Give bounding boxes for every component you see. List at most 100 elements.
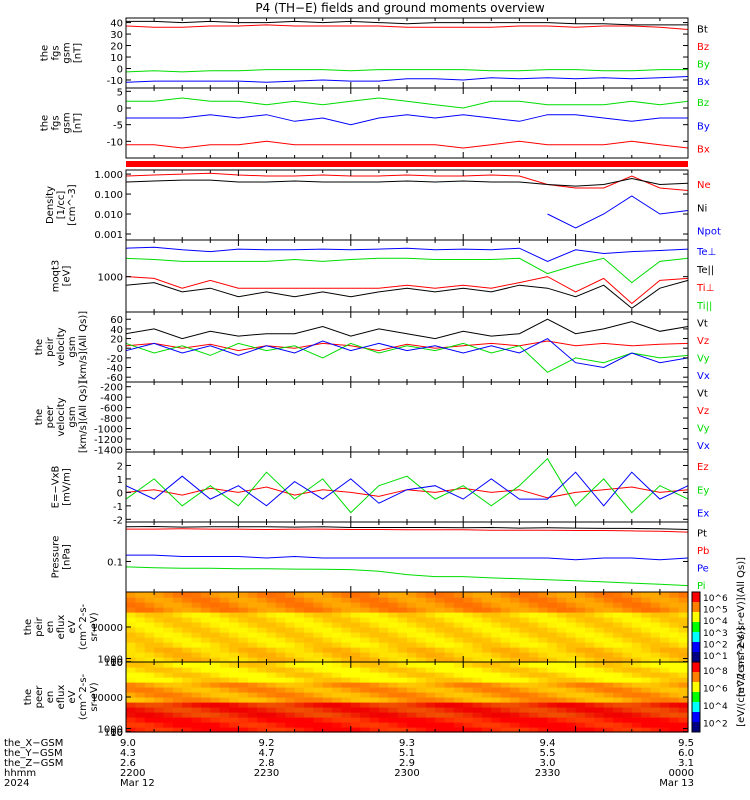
spectrogram-cell [435,682,446,688]
spectrogram-cell [247,712,258,718]
spectrogram-cell [425,592,436,598]
spectrogram-cell [200,647,211,653]
spectrogram-cell [603,642,614,648]
spectrogram-cell [659,642,670,648]
spectrogram-cell [332,647,343,653]
spectrogram-cell [678,612,689,618]
spectrogram-cell [481,692,492,698]
spectrogram-cell [350,627,361,633]
spectrogram-cell [229,597,239,603]
spectrogram-cell [613,712,624,718]
spectrogram-cell [659,647,670,653]
spectrogram-cell [257,662,268,668]
colorbar-tick-label: 10^4 [703,702,728,712]
spectrogram-cell [303,662,314,668]
spectrogram-cell [163,617,174,623]
spectrogram-cell [341,612,352,618]
spectrogram-cell [538,622,549,628]
spectrogram-cell [388,602,399,608]
spectrogram-cell [135,652,146,658]
spectrogram-cell [229,667,239,673]
spectrogram-cell [247,682,258,688]
spectrogram-cell [631,722,642,728]
spectrogram-cell [538,617,549,623]
spectrogram-cell [669,692,680,698]
spectrogram-cell [510,642,520,648]
spectrogram-cell [275,602,286,608]
spectrogram-cell [144,597,155,603]
spectrogram-cell [500,632,511,638]
spectrogram-cell [669,647,680,653]
spectrogram-cell [594,652,605,658]
spectrogram-cell [519,637,530,643]
spectrogram-cell [200,677,211,683]
spectrogram-cell [435,637,446,643]
spectrogram-cell [669,637,680,643]
spectrogram-cell [641,667,652,673]
spectrogram-cell [238,617,249,623]
spectrogram-cell [472,722,483,728]
spectrogram-cell [435,657,446,663]
spectrogram-cell [219,672,230,678]
spectrogram-cell [472,637,483,643]
spectrogram-cell [378,592,389,598]
spectrogram-cell [641,592,652,598]
spectrogram-cell [435,627,446,633]
spectrogram-cell [238,622,249,628]
x-axis-value: Mar 13 [659,778,694,789]
spectrogram-cell [622,597,633,603]
spectrogram-cell [135,602,146,608]
spectrogram-cell [257,602,268,608]
spectrogram-cell [510,692,520,698]
spectrogram-cell [407,712,417,718]
x-axis-value: 5.1 [399,748,415,759]
spectrogram-cell [182,632,193,638]
spectrogram-cell [603,637,614,643]
spectrogram-cell [397,642,408,648]
spectrogram-cell [669,602,680,608]
spectrogram-cell [481,627,492,633]
spectrogram-cell [397,652,408,658]
spectrogram-cell [547,702,558,708]
spectrogram-cell [341,672,352,678]
spectrogram-cell [453,662,464,668]
spectrogram-cell [435,687,446,693]
spectrogram-cell [200,657,211,663]
spectrogram-cell [631,677,642,683]
spectrogram-cell [360,687,371,693]
spectrogram-cell [547,652,558,658]
spectrogram-cell [528,602,539,608]
spectrogram-cell [463,622,474,628]
spectrogram-cell [584,637,595,643]
spectrogram-cell [341,652,352,658]
spectrogram-cell [247,727,258,733]
spectrogram-cell [472,632,483,638]
spectrogram-cell [219,642,230,648]
spectrogram-cell [144,677,155,683]
spectrogram-cell [622,707,633,713]
spectrogram-cell [463,612,474,618]
spectrogram-cell [294,592,305,598]
spectrogram-cell [378,632,389,638]
spectrogram-cell [135,592,146,598]
spectrogram-cell [547,722,558,728]
spectrogram-cell [360,607,371,613]
spectrogram-cell [659,682,670,688]
spectrogram-cell [154,727,165,733]
spectrogram-cell [369,642,380,648]
spectrogram-cell [566,632,577,638]
spectrogram-cell [200,667,211,673]
spectrogram-cell [154,667,165,673]
spectrogram-cell [257,627,268,633]
spectrogram-cell [285,722,296,728]
spectrogram-cell [210,627,221,633]
spectrogram-cell [472,607,483,613]
spectrogram-cell [407,617,417,623]
spectrogram-cell [472,652,483,658]
spectrogram-cell [613,637,624,643]
spectrogram-cell [126,637,136,643]
spectrogram-cell [631,657,642,663]
x-axis-row-label: the_Y−GSM [4,748,63,759]
spectrogram-cell [435,622,446,628]
spectrogram-cell [594,597,605,603]
